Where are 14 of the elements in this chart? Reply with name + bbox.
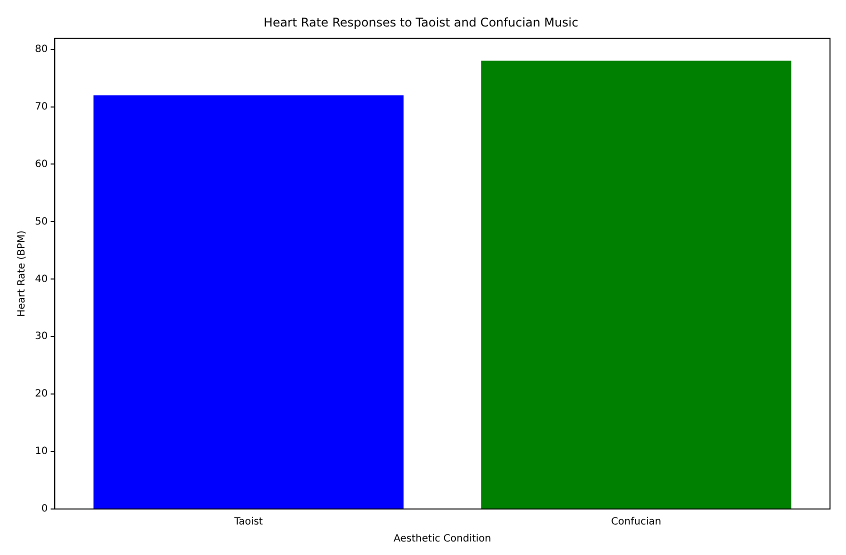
- y-axis-title: Heart Rate (BPM): [16, 230, 28, 317]
- chart-title: Heart Rate Responses to Taoist and Confucian Music: [264, 15, 578, 30]
- y-tick-label: 10: [34, 446, 48, 458]
- y-tick-label: 40: [34, 274, 48, 285]
- y-tick-label: 20: [34, 388, 48, 400]
- y-tick-label: 60: [34, 158, 48, 170]
- y-tick-label: 30: [34, 331, 48, 342]
- x-axis-title: Aesthetic Condition: [394, 534, 492, 545]
- x-tick-label: Taoist: [233, 516, 263, 528]
- y-tick-label: 80: [34, 44, 48, 55]
- y-tick-label: 70: [34, 101, 48, 112]
- x-tick-label: Confucian: [611, 516, 662, 528]
- y-tick-label: 0: [41, 504, 48, 515]
- y-tick-label: 50: [34, 216, 48, 228]
